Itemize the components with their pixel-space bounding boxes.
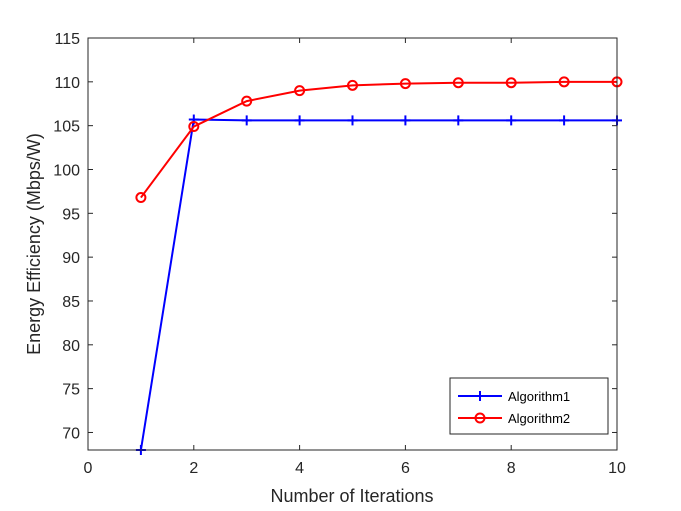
data-point bbox=[294, 115, 305, 126]
x-tick-label: 0 bbox=[84, 460, 93, 477]
data-point bbox=[135, 192, 147, 204]
legend-box bbox=[449, 377, 609, 435]
x-tick-label: 10 bbox=[608, 460, 626, 477]
data-point bbox=[452, 77, 464, 89]
data-point bbox=[399, 78, 411, 90]
data-point bbox=[400, 115, 411, 126]
y-tick-label: 80 bbox=[62, 338, 80, 355]
y-tick-label: 75 bbox=[62, 382, 80, 399]
y-tick-label: 85 bbox=[62, 294, 80, 311]
series-algorithm1 bbox=[135, 114, 622, 455]
legend-marker bbox=[475, 391, 485, 401]
y-tick-label: 70 bbox=[62, 425, 80, 442]
plot-frame bbox=[87, 37, 618, 451]
data-point bbox=[453, 115, 464, 126]
x-tick-label: 6 bbox=[401, 460, 410, 477]
data-point bbox=[505, 77, 517, 89]
series-line bbox=[140, 80, 617, 199]
data-point bbox=[241, 95, 253, 107]
x-tick-label: 8 bbox=[507, 460, 516, 477]
y-tick-label: 90 bbox=[62, 250, 80, 267]
y-axis-label: Energy Efficiency (Mbps/W) bbox=[24, 133, 44, 355]
series-algorithm2 bbox=[135, 76, 623, 204]
data-point bbox=[559, 115, 570, 126]
data-point bbox=[294, 85, 306, 97]
series-layer bbox=[135, 76, 623, 455]
x-tick-label: 4 bbox=[295, 460, 304, 477]
y-tick-label: 110 bbox=[54, 75, 80, 92]
legend-label: Algorithm2 bbox=[508, 411, 570, 426]
data-point bbox=[347, 79, 358, 91]
y-tick-label: 115 bbox=[54, 31, 80, 48]
data-point bbox=[241, 115, 252, 126]
series-line bbox=[139, 118, 617, 451]
x-tick-label: 2 bbox=[189, 460, 198, 477]
data-point bbox=[506, 115, 517, 126]
legend-item: Algorithm2 bbox=[458, 411, 570, 426]
legend-item: Algorithm1 bbox=[458, 389, 570, 404]
data-point bbox=[558, 76, 570, 88]
axes: 0 2 4 6 8 10 70 75 80 85 90 95 100 105 110 115 bbox=[53, 31, 626, 477]
y-tick-label: 100 bbox=[53, 162, 80, 179]
legend-label: Algorithm1 bbox=[508, 389, 570, 404]
data-point bbox=[188, 121, 200, 133]
y-tick-label: 95 bbox=[62, 206, 80, 223]
data-point bbox=[347, 115, 358, 126]
y-tick-label: 105 bbox=[53, 119, 80, 136]
legend-marker bbox=[474, 412, 486, 424]
x-axis-label: Number of Iterations bbox=[270, 486, 433, 506]
legend: Algorithm1 Algorithm2 bbox=[449, 377, 609, 435]
